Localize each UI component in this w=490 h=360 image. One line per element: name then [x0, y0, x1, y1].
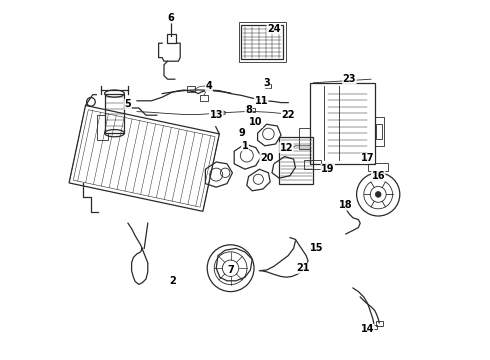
- Bar: [304, 160, 320, 169]
- Text: 17: 17: [361, 153, 374, 163]
- Text: 3: 3: [263, 78, 270, 88]
- Text: 10: 10: [249, 117, 263, 127]
- Bar: [374, 117, 384, 146]
- Bar: [167, 34, 175, 43]
- Text: 1: 1: [242, 141, 248, 151]
- Text: 7: 7: [227, 265, 234, 275]
- Bar: [368, 163, 388, 171]
- Bar: [215, 112, 221, 115]
- Bar: [242, 25, 283, 59]
- Circle shape: [375, 192, 381, 197]
- Text: 5: 5: [124, 99, 131, 109]
- Text: 18: 18: [339, 200, 353, 210]
- Text: 19: 19: [321, 164, 335, 174]
- Bar: [279, 137, 314, 184]
- Bar: [265, 84, 271, 88]
- Text: 20: 20: [260, 153, 273, 163]
- Bar: [200, 95, 208, 101]
- Text: 22: 22: [281, 110, 295, 120]
- Text: 14: 14: [361, 324, 374, 334]
- Text: 11: 11: [254, 96, 268, 106]
- Bar: [247, 108, 255, 112]
- Text: 12: 12: [280, 143, 293, 153]
- Text: 8: 8: [245, 105, 252, 115]
- Bar: [310, 83, 374, 164]
- Text: 23: 23: [343, 74, 356, 84]
- Text: 16: 16: [371, 171, 385, 181]
- Bar: [376, 321, 383, 326]
- Bar: [370, 325, 377, 329]
- Bar: [239, 22, 286, 62]
- Text: 4: 4: [206, 81, 212, 91]
- Text: 2: 2: [170, 276, 176, 286]
- Bar: [187, 86, 196, 92]
- Bar: [376, 124, 382, 139]
- Text: 21: 21: [296, 263, 309, 273]
- Text: 24: 24: [267, 24, 281, 34]
- Text: 6: 6: [168, 13, 174, 23]
- Text: 9: 9: [238, 128, 245, 138]
- Bar: [299, 128, 310, 149]
- Text: 15: 15: [310, 243, 324, 253]
- Text: 13: 13: [209, 110, 223, 120]
